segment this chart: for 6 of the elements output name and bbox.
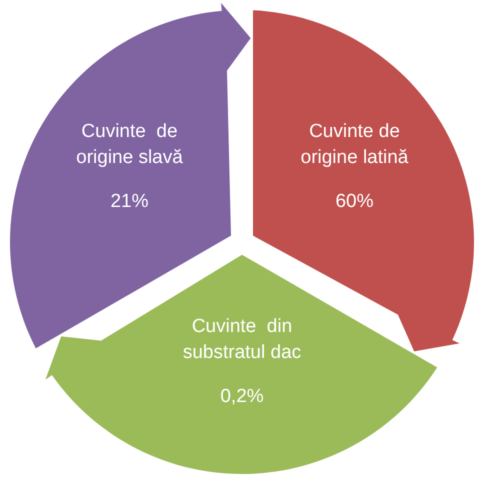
data-label: 21% xyxy=(110,191,149,212)
data-label: 60% xyxy=(336,191,374,212)
category-label: Cuvinte din substratul dac xyxy=(182,316,302,363)
category-label: Cuvinte de origine latină xyxy=(300,121,409,168)
data-label: 0,2% xyxy=(220,386,264,407)
category-label: Cuvinte de origine slavă xyxy=(76,121,184,168)
